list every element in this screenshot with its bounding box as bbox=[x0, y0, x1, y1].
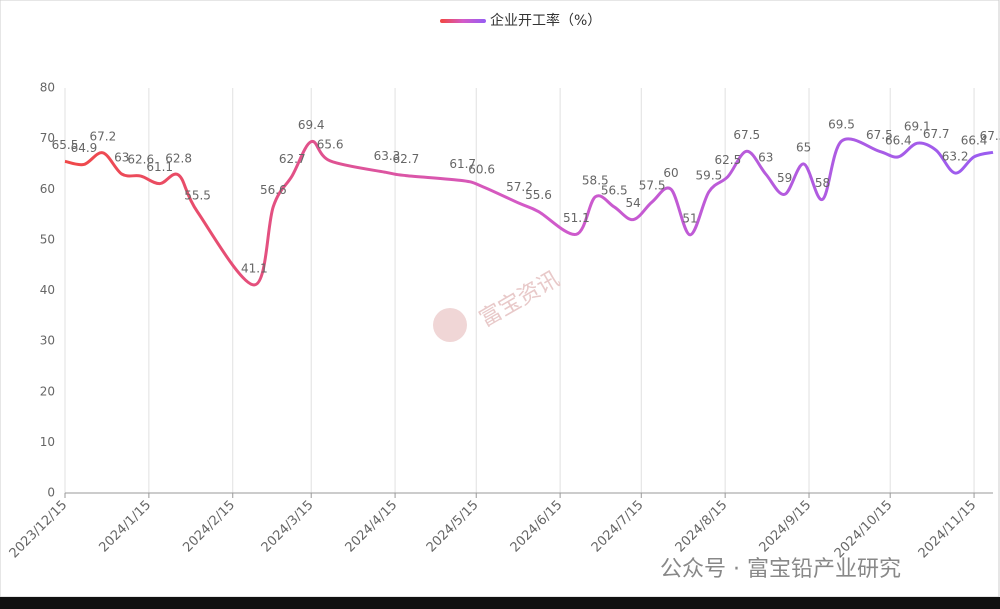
data-label: 64.9 bbox=[71, 141, 98, 155]
data-label: 67.2 bbox=[90, 129, 117, 143]
y-tick-label: 60 bbox=[40, 182, 55, 196]
data-label: 61.1 bbox=[146, 160, 173, 174]
data-label: 57.5 bbox=[639, 178, 666, 192]
y-tick-label: 10 bbox=[40, 435, 55, 449]
data-label: 63 bbox=[758, 151, 773, 165]
y-tick-label: 20 bbox=[40, 384, 55, 398]
data-label: 62.5 bbox=[714, 153, 741, 167]
y-tick-label: 30 bbox=[40, 334, 55, 348]
data-label: 67.5 bbox=[866, 128, 893, 142]
data-label: 67.7 bbox=[923, 127, 950, 141]
data-label: 55.5 bbox=[184, 189, 211, 203]
y-tick-label: 50 bbox=[40, 232, 55, 246]
y-tick-label: 80 bbox=[40, 81, 55, 95]
data-label: 67.3 bbox=[980, 129, 1000, 143]
data-label: 54 bbox=[626, 196, 641, 210]
data-label: 66.4 bbox=[961, 133, 988, 147]
bottom-bar bbox=[0, 597, 1000, 609]
data-label: 69.4 bbox=[298, 118, 325, 132]
data-label: 65.5 bbox=[52, 138, 79, 152]
data-label: 69.5 bbox=[828, 118, 855, 132]
data-label: 58 bbox=[815, 176, 830, 190]
watermark-logo bbox=[433, 308, 467, 342]
data-label: 63.2 bbox=[942, 150, 969, 164]
data-label: 66.4 bbox=[885, 133, 912, 147]
watermark: 公众号 · 富宝铅产业研究 bbox=[660, 557, 901, 582]
data-label: 63 bbox=[114, 151, 129, 165]
data-label: 62.7 bbox=[279, 152, 306, 166]
data-label: 58.5 bbox=[582, 173, 609, 187]
data-label: 60.6 bbox=[468, 163, 495, 177]
data-label: 51 bbox=[682, 211, 697, 225]
data-label: 59 bbox=[777, 171, 792, 185]
data-label: 67.5 bbox=[733, 128, 760, 142]
data-label: 60 bbox=[663, 166, 678, 180]
data-label: 63.3 bbox=[374, 149, 401, 163]
data-label: 57.2 bbox=[506, 180, 533, 194]
data-label: 65 bbox=[796, 140, 811, 154]
data-label: 41.1 bbox=[241, 261, 268, 275]
data-label: 56.5 bbox=[601, 183, 628, 197]
data-label: 62.7 bbox=[393, 152, 420, 166]
y-tick-label: 0 bbox=[47, 486, 55, 500]
line bbox=[64, 137, 994, 287]
data-label: 69.1 bbox=[904, 120, 931, 134]
y-tick-label: 70 bbox=[40, 131, 55, 145]
data-label: 62.8 bbox=[165, 152, 192, 166]
data-label: 55.6 bbox=[525, 188, 552, 202]
legend-label: 企业开工率（%） bbox=[490, 12, 601, 29]
data-label: 62.6 bbox=[127, 153, 154, 167]
data-label: 65.6 bbox=[317, 137, 344, 151]
data-label: 56.6 bbox=[260, 183, 287, 197]
y-tick-label: 40 bbox=[40, 283, 55, 297]
data-label: 59.5 bbox=[696, 168, 723, 182]
data-label: 51.1 bbox=[563, 211, 590, 225]
data-label: 61.7 bbox=[449, 157, 476, 171]
